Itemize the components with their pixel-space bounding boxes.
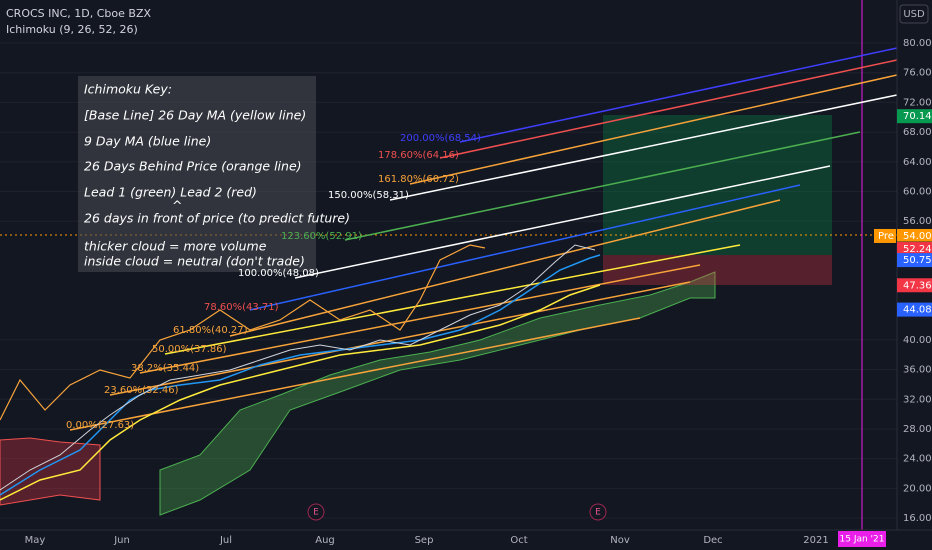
price-tag-label: 52.24 (903, 244, 932, 255)
y-tick-label: 20.00 (903, 483, 932, 494)
y-tick-label: 68.00 (903, 127, 932, 138)
indicator: Ichimoku (9, 26, 52, 26) (6, 23, 138, 36)
y-tick-label: 64.00 (903, 157, 932, 168)
earnings-label: E (595, 508, 601, 518)
earnings-marker (589, 503, 607, 521)
price (0, 244, 596, 491)
x-tick-label: Oct (510, 535, 527, 546)
y-tick-label: 16.00 (903, 513, 932, 524)
key-line: 9 Day MA (blue line) (84, 134, 211, 149)
x-tick-label: Dec (703, 535, 722, 546)
lagging-line (0, 244, 486, 421)
y-tick-label: 36.00 (903, 365, 932, 376)
price-tag-label: 70.14 (903, 111, 932, 122)
price-tag (897, 278, 932, 293)
key-caret: ^ (172, 198, 182, 213)
price-tag (897, 228, 932, 243)
key-line: inside cloud = neutral (don't trade) (84, 254, 305, 269)
x-tick-label: Jul (219, 535, 232, 546)
price-tag (897, 242, 932, 257)
fib-lines (69, 47, 898, 431)
x-tick-label: May (25, 535, 46, 546)
cloud-green (159, 271, 716, 516)
cloud-red (0, 437, 101, 506)
stop-box (603, 255, 832, 285)
y-tick-label: 56.00 (903, 216, 932, 227)
fib-label: 0.00%(27.63) (66, 420, 134, 431)
key-box (78, 76, 316, 272)
price-tag-label: 44.08 (903, 305, 932, 316)
y-tick-label: 28.00 (903, 424, 932, 435)
cursor-label: 15 Jan '21 (840, 535, 885, 545)
earnings-marker (307, 503, 325, 521)
currency-box (899, 4, 929, 24)
key-line: Ichimoku Key: (84, 82, 172, 97)
fib-label: 61.80%(40.27) (173, 325, 248, 336)
x-tick-label: Aug (315, 535, 335, 546)
y-tick-label: 72.00 (903, 97, 932, 108)
price-tag-prefix (874, 228, 896, 243)
fib-labels: 0.00%(27.63) 23.60%(32.46) 38.2%(35.44) 50.… (66, 133, 481, 431)
fib-label: 123.60%(52.91) (281, 231, 362, 242)
fib-label: 100.00%(48.08) (238, 268, 319, 279)
key-line: Lead 1 (green) Lead 2 (red) (84, 185, 257, 200)
price-tag (897, 253, 932, 268)
key-line: thicker cloud = more volume (84, 239, 267, 254)
fib-label: 178.60%(64.16) (378, 150, 459, 161)
x-tick-label: Nov (610, 535, 630, 546)
y-tick-label: 32.00 (903, 394, 932, 405)
fib-label: 78.60%(43.71) (204, 302, 279, 313)
fib-label: 38.2%(35.44) (131, 363, 199, 374)
cursor-tag (838, 531, 886, 547)
y-tick-label: 60.00 (903, 186, 932, 197)
fib-label: 200.00%(68.54) (400, 133, 481, 144)
target-box (603, 115, 832, 255)
conversion-line (0, 254, 601, 496)
y-tick-label: 40.00 (903, 335, 932, 346)
time-axis: May Jun Jul Aug Sep Oct Nov Dec 2021 15 Jan '21 (25, 531, 886, 547)
y-tick-label: 24.00 (903, 454, 932, 465)
price-axis: 80.00 76.00 72.00 68.00 64.00 60.00 56.00 40.00… (874, 38, 932, 524)
price-tag-label: 50.75 (903, 255, 932, 266)
fib-label: 23.60%(32.46) (104, 385, 179, 396)
x-tick-label: 2021 (803, 535, 828, 546)
currency: USD (903, 9, 925, 20)
base-line (0, 284, 601, 501)
fib-label: 161.80%(60.72) (378, 174, 459, 185)
earnings-label: E (313, 508, 319, 518)
price-tag-label: 54.00 (903, 231, 932, 242)
price-tag (897, 302, 932, 317)
price-tag (897, 109, 932, 124)
y-tick-label: 76.00 (903, 68, 932, 79)
fib-label: 150.00%(58.31) (328, 190, 409, 201)
y-tick-label: 80.00 (903, 38, 932, 49)
symbol: CROCS INC, 1D, Cboe BZX (6, 7, 151, 20)
price-tag-label: 47.36 (903, 280, 932, 291)
fib-label: 50.00%(37.86) (152, 344, 227, 355)
key-line: 26 days in front of price (to predict fu… (84, 211, 350, 226)
key-line: 26 Days Behind Price (orange line) (84, 159, 302, 174)
key: Ichimoku Key: [Base Line] 26 Day MA (yell… (84, 82, 350, 269)
key-line: [Base Line] 26 Day MA (yellow line) (84, 108, 306, 123)
price-tag-prefix-label: Pre (878, 231, 894, 242)
x-tick-label: Sep (415, 535, 434, 546)
x-tick-label: Jun (113, 535, 130, 546)
